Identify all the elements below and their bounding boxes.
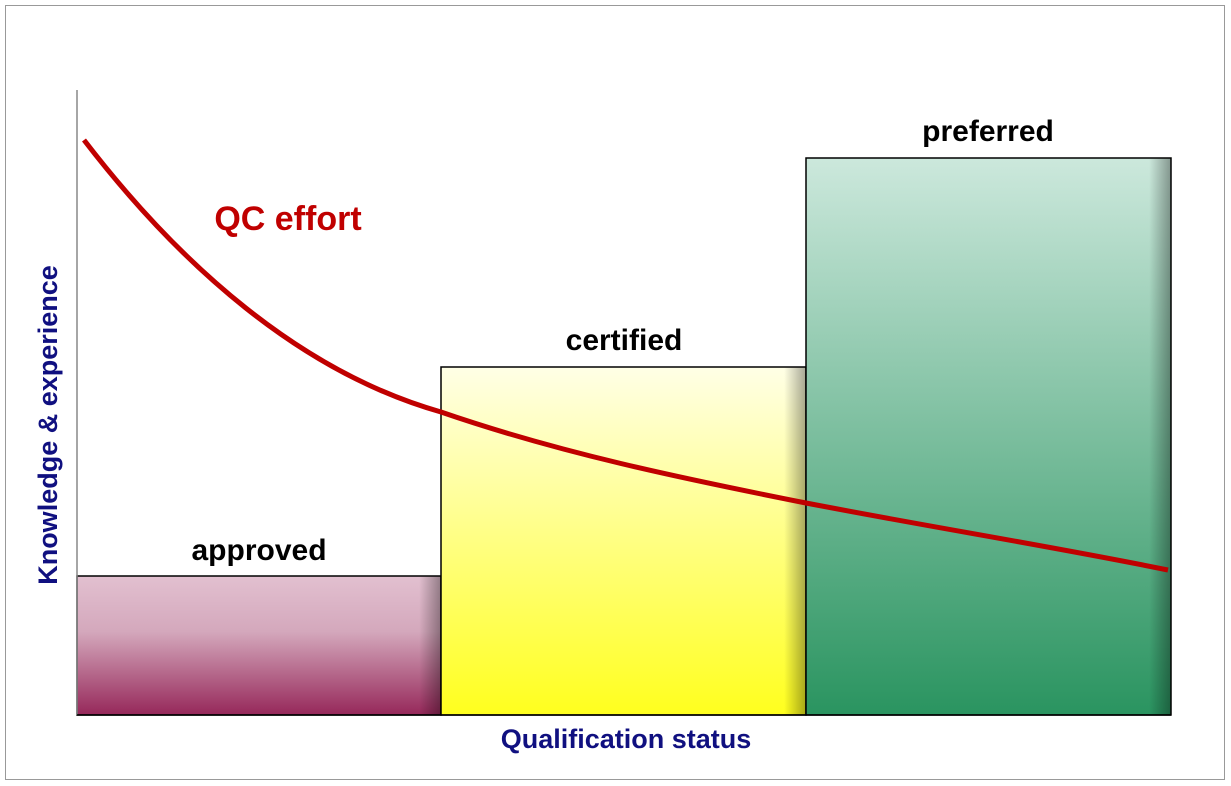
bar-shade [441, 367, 806, 715]
bar-label: preferred [922, 115, 1054, 148]
bar-label: certified [566, 324, 683, 357]
bar-label: approved [191, 534, 326, 567]
curve-label: QC effort [214, 200, 361, 238]
frame [5, 5, 1225, 780]
y-axis-label: Knowledge & experience [33, 265, 63, 585]
bars [76, 157, 1172, 716]
bar-shade [77, 576, 441, 715]
x-axis-label: Qualification status [501, 724, 752, 754]
qc-curve [82, 138, 1169, 573]
bar-shade [806, 158, 1171, 715]
